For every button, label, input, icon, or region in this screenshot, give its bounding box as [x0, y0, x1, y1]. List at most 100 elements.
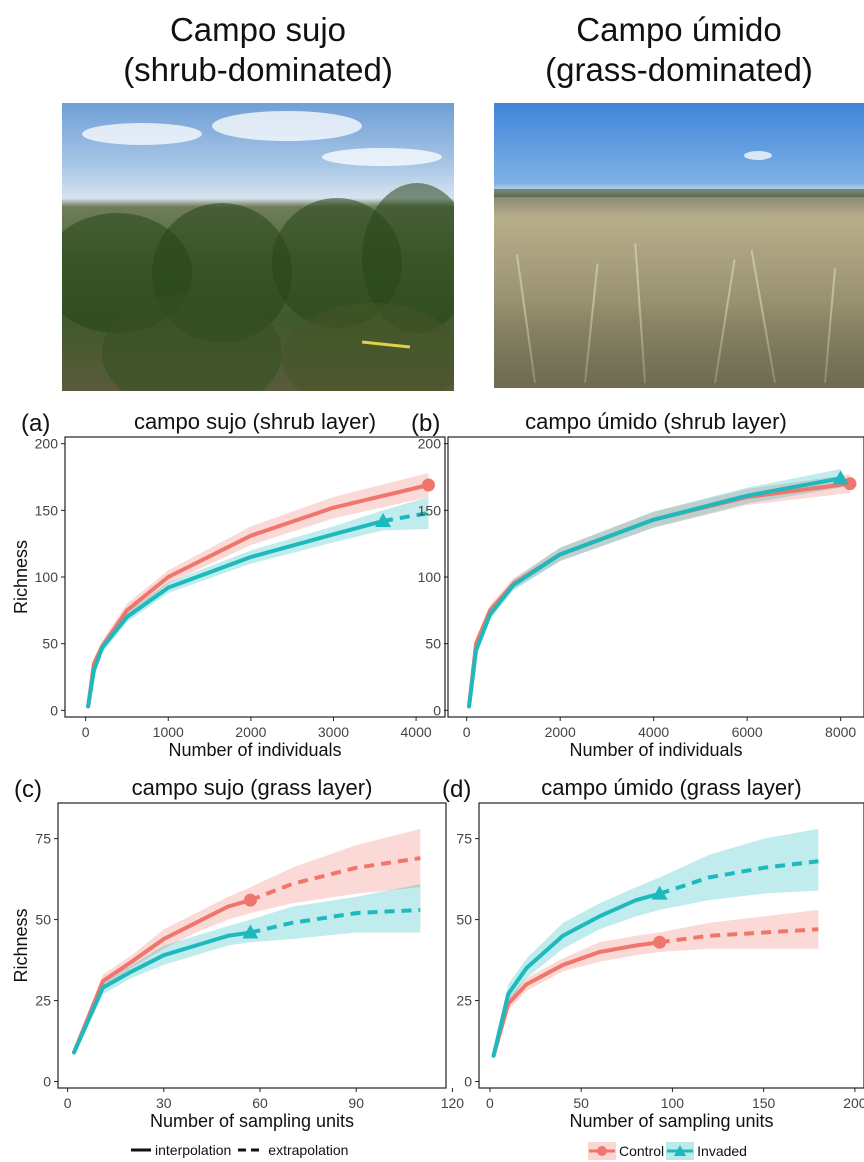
x-tick-label: 8000 [825, 724, 856, 740]
extrapolation-line-invaded [659, 859, 819, 896]
plot-frame [57, 802, 447, 1089]
x-axis-label: Number of individuals [569, 740, 742, 760]
ci-band-control [493, 909, 819, 1059]
observed-point-invaded [832, 470, 849, 485]
control-legend-label: Control [619, 1143, 665, 1159]
photo-title-right-line1: Campo úmido [576, 11, 782, 48]
x-axis-label: Number of individuals [168, 740, 341, 760]
rarefaction-charts: (a) campo sujo (shrub layer)0501001502000… [11, 409, 864, 1131]
x-tick-label: 2000 [235, 724, 266, 740]
observed-point-invaded [375, 513, 392, 527]
invaded-legend-label: Invaded [697, 1143, 747, 1159]
plot-frame [64, 436, 446, 718]
chart-title: campo sujo (grass layer) [132, 775, 373, 800]
x-tick-label: 1000 [153, 724, 184, 740]
y-tick-label: 100 [35, 569, 59, 585]
observed-point-control [421, 478, 435, 492]
ci-band-invaded [493, 828, 819, 1059]
x-tick-label: 0 [82, 724, 90, 740]
extrapolation-line-control [659, 927, 819, 945]
plot-area [86, 473, 435, 709]
interpolation-line-control [72, 898, 253, 1055]
plot-area [491, 828, 819, 1059]
chart-panel-1: (a) campo sujo (shrub layer)0501001502000… [11, 409, 446, 760]
photo-shrub-dominated [62, 103, 454, 391]
x-tick-label: 100 [661, 1095, 685, 1111]
photo-grass-dominated [494, 103, 864, 388]
y-tick-label: 150 [35, 502, 59, 518]
x-tick-label: 30 [156, 1095, 172, 1111]
ci-band-invaded [74, 883, 421, 1056]
ci-band-control [88, 473, 429, 708]
y-tick-label: 50 [456, 912, 472, 928]
observed-point-invaded [651, 885, 668, 900]
x-tick-label: 60 [252, 1095, 268, 1111]
x-tick-label: 150 [752, 1095, 776, 1111]
extrapolation-line-invaded [382, 511, 429, 523]
x-tick-label: 50 [573, 1095, 589, 1111]
panel-label: (d) [442, 776, 471, 803]
ci-band-control [74, 828, 421, 1056]
x-tick-label: 0 [64, 1095, 72, 1111]
interpolation-legend-key [131, 1148, 151, 1152]
extrapolation-legend-key [238, 1148, 265, 1152]
observed-point-invaded [242, 924, 259, 939]
x-tick-label: 90 [348, 1095, 364, 1111]
chart-title: campo sujo (shrub layer) [134, 409, 376, 434]
extrapolation-legend-label: extrapolation [268, 1142, 349, 1158]
y-tick-label: 75 [456, 831, 472, 847]
x-tick-label: 0 [486, 1095, 494, 1111]
interpolation-line-invaded [467, 476, 843, 709]
y-tick-label: 25 [456, 993, 472, 1009]
observed-point-control [243, 893, 257, 907]
x-axis-label: Number of sampling units [150, 1111, 354, 1131]
interpolation-line-invaded [72, 930, 253, 1055]
photo-title-right-line2: (grass-dominated) [545, 51, 813, 88]
chart-title: campo úmido (grass layer) [541, 775, 801, 800]
x-tick-label: 120 [441, 1095, 465, 1111]
x-tick-label: 2000 [545, 724, 576, 740]
photo-title-left-line2: (shrub-dominated) [123, 51, 393, 88]
plot-frame [478, 802, 864, 1089]
x-axis-label: Number of sampling units [569, 1111, 773, 1131]
photo-title-left: Campo sujo (shrub-dominated) [62, 10, 454, 90]
y-tick-label: 0 [50, 702, 58, 718]
control-legend-key [588, 1142, 616, 1160]
y-tick-label: 0 [464, 1074, 472, 1090]
y-tick-label: 150 [418, 502, 442, 518]
interpolation-line-control [491, 940, 662, 1058]
interpolation-line-invaded [86, 519, 386, 709]
observed-point-control [843, 477, 857, 491]
y-tick-label: 50 [42, 636, 58, 652]
invaded-legend-key [666, 1142, 695, 1160]
extrapolation-line-invaded [249, 907, 421, 935]
chart-panel-2: (b) campo úmido (shrub layer) 0 50 100 150 200… [411, 409, 864, 760]
panel-label: (b) [411, 410, 440, 437]
ci-band-control [469, 474, 850, 708]
panel-label: (a) [21, 410, 50, 437]
y-tick-label: 200 [418, 436, 442, 452]
y-tick-label: 0 [433, 702, 441, 718]
x-tick-label: 6000 [732, 724, 763, 740]
x-tick-label: 4000 [401, 724, 432, 740]
interpolation-line-invaded [491, 891, 662, 1058]
ci-band-invaded [88, 497, 429, 708]
y-axis-label: Richness [11, 908, 31, 982]
x-tick-label: 200 [843, 1095, 864, 1111]
chart-panel-4: (d) campo úmido (grass layer) 0 25 50 75 0 50 10… [442, 775, 864, 1131]
x-tick-label: 0 [463, 724, 471, 740]
ci-band-invaded [469, 469, 841, 708]
y-tick-label: 50 [425, 636, 441, 652]
y-tick-label: 25 [35, 993, 51, 1009]
panel-label: (c) [14, 776, 42, 803]
observed-point-control [653, 935, 667, 949]
x-tick-label: 4000 [638, 724, 669, 740]
interpolation-legend-label: interpolation [155, 1142, 232, 1158]
photo-title-right: Campo úmido (grass-dominated) [494, 10, 864, 90]
plot-area [72, 828, 421, 1056]
y-tick-label: 200 [35, 436, 59, 452]
extrapolation-line-control [249, 856, 421, 903]
chart-title: campo úmido (shrub layer) [525, 409, 787, 434]
photo-title-left-line1: Campo sujo [169, 11, 347, 48]
y-tick-label: 100 [418, 569, 442, 585]
